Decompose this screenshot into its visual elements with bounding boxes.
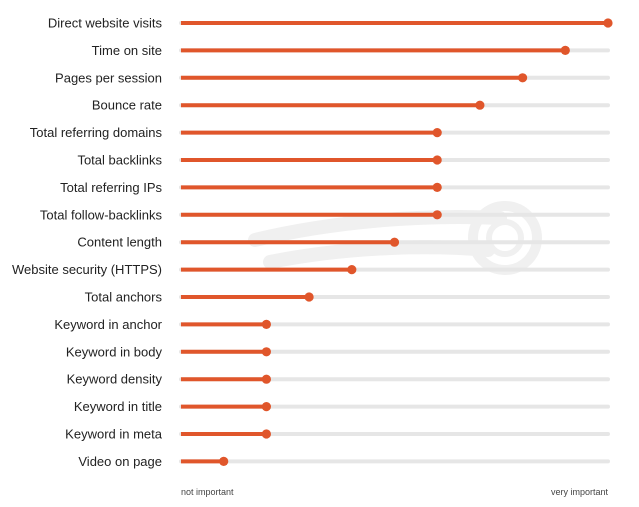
bar-end-marker — [560, 45, 570, 56]
bars — [181, 21, 608, 464]
bar-end-marker — [518, 73, 528, 83]
bar-end-marker — [389, 237, 400, 247]
category-label: Total backlinks — [77, 153, 162, 168]
category-label: Website security (HTTPS) — [12, 262, 162, 277]
category-label: Content length — [77, 235, 162, 250]
category-label: Direct website visits — [48, 16, 163, 31]
bar-end-marker — [261, 374, 271, 384]
category-label: Time on site — [92, 43, 162, 58]
bar-end-marker — [432, 155, 442, 165]
category-label: Total referring domains — [30, 125, 163, 140]
category-label: Keyword in body — [66, 344, 163, 359]
bar-end-marker — [261, 402, 271, 412]
bar-end-marker — [432, 128, 442, 138]
bar-end-marker — [219, 456, 229, 466]
bar-end-marker — [475, 100, 485, 110]
bar-end-marker — [432, 182, 442, 192]
category-label: Keyword in meta — [65, 427, 163, 442]
bar-end-marker — [261, 347, 271, 357]
category-labels: Direct website visits Time on site Pages p… — [12, 16, 163, 469]
category-label: Total referring IPs — [60, 180, 162, 195]
bar-end-marker — [261, 429, 271, 439]
bar-end-marker — [432, 210, 442, 220]
category-label: Total follow-backlinks — [40, 207, 163, 222]
bar-end-markers — [219, 18, 613, 466]
axis-min-label: not important — [181, 487, 234, 497]
bar-end-marker — [603, 18, 613, 28]
bar-end-marker — [347, 265, 357, 275]
category-label: Keyword in anchor — [54, 317, 162, 332]
axis-max-label: very important — [551, 487, 609, 497]
category-label: Video on page — [78, 454, 162, 469]
category-label: Keyword in title — [74, 399, 162, 414]
category-label: Pages per session — [55, 70, 162, 85]
category-label: Bounce rate — [92, 98, 162, 113]
category-label: Keyword density — [67, 372, 163, 387]
category-label: Total anchors — [85, 290, 163, 305]
bar-end-marker — [304, 292, 314, 302]
bar-end-marker — [261, 319, 271, 329]
